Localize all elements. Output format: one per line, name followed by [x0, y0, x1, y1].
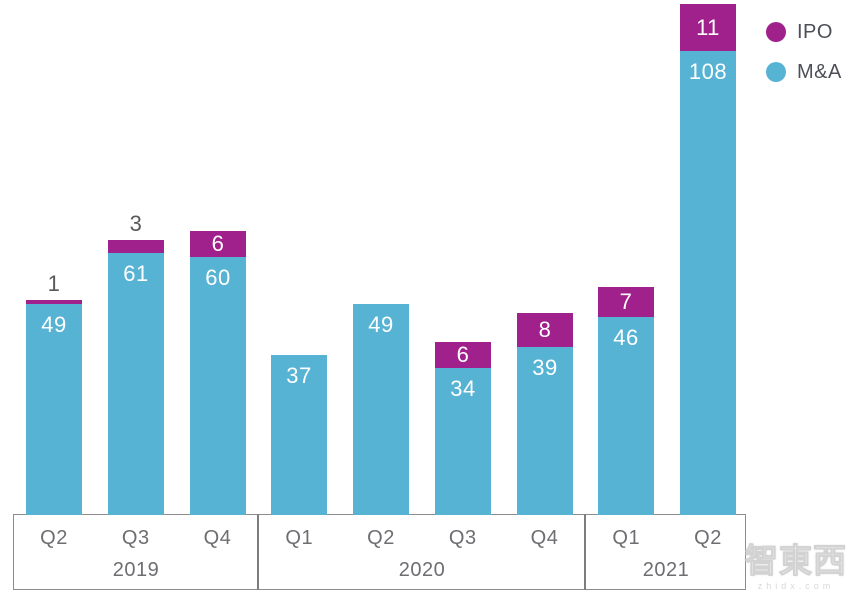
- ipo-bar-segment: [435, 342, 491, 368]
- ma-value-label: 46: [613, 325, 639, 350]
- ma-value-label: 108: [688, 59, 728, 84]
- quarter-label: Q2: [694, 527, 722, 549]
- ma-value-label: 34: [450, 376, 476, 401]
- ipo-bar-segment: [190, 231, 246, 257]
- ma-bar-segment: [435, 368, 491, 515]
- ipo-value-label: 8: [538, 317, 552, 342]
- ipo-legend-dot-icon: [766, 22, 786, 42]
- quarter-label: Q4: [530, 527, 559, 549]
- year-group-divider: [257, 514, 259, 590]
- ipo-value-label: 7: [619, 289, 633, 314]
- watermark-site: zhidx.com: [757, 581, 835, 591]
- legend-label-ipo: IPO: [797, 21, 833, 43]
- quarter-label: Q4: [203, 527, 232, 549]
- ma-bar-segment: [598, 317, 654, 515]
- ma-value-label: 37: [286, 363, 312, 388]
- ipo-bar-segment: [680, 4, 736, 51]
- year-label: 2020: [398, 559, 446, 581]
- ma-bar-segment: [680, 51, 736, 515]
- ma-value-label: 39: [532, 355, 558, 380]
- ipo-bar-segment: [108, 240, 164, 253]
- ipo-value-label-above: 3: [129, 211, 143, 236]
- legend: IPO M&A: [766, 22, 842, 82]
- year-label: 2021: [642, 559, 690, 581]
- ma-bar-segment: [26, 304, 82, 515]
- ma-value-label: 60: [205, 265, 231, 290]
- ma-bar-segment: [517, 347, 573, 515]
- legend-item-ipo: IPO: [766, 22, 842, 42]
- ipo-value-label: 6: [211, 231, 225, 256]
- ma-bar-segment: [353, 304, 409, 515]
- watermark-logo: 智東西: [745, 542, 847, 579]
- ma-bar-segment: [271, 355, 327, 515]
- ipo-value-label: 11: [696, 14, 720, 40]
- year-label: 2019: [112, 559, 160, 581]
- ma-value-label: 61: [123, 261, 149, 286]
- legend-label-ma: M&A: [797, 61, 842, 83]
- legend-item-ma: M&A: [766, 62, 842, 82]
- quarter-label: Q1: [285, 527, 314, 549]
- quarter-label: Q2: [40, 527, 68, 549]
- ma-bar-segment: [190, 257, 246, 515]
- ipo-value-label: 6: [456, 342, 470, 367]
- ma-legend-dot-icon: [766, 62, 786, 82]
- ipo-value-label-above: 1: [47, 271, 61, 296]
- ma-bar-segment: [108, 253, 164, 515]
- quarter-label: Q3: [121, 527, 150, 549]
- ipo-bar-segment: [517, 313, 573, 347]
- quarter-label: Q3: [448, 527, 477, 549]
- quarter-label: Q2: [367, 527, 395, 549]
- ma-value-label: 49: [368, 312, 394, 337]
- ma-value-label: 49: [41, 312, 67, 337]
- quarter-label: Q1: [612, 527, 641, 549]
- year-group-divider: [584, 514, 586, 590]
- ipo-bar-segment: [26, 300, 82, 304]
- watermark: 智東西 zhidx.com: [737, 542, 855, 591]
- ipo-bar-segment: [598, 287, 654, 317]
